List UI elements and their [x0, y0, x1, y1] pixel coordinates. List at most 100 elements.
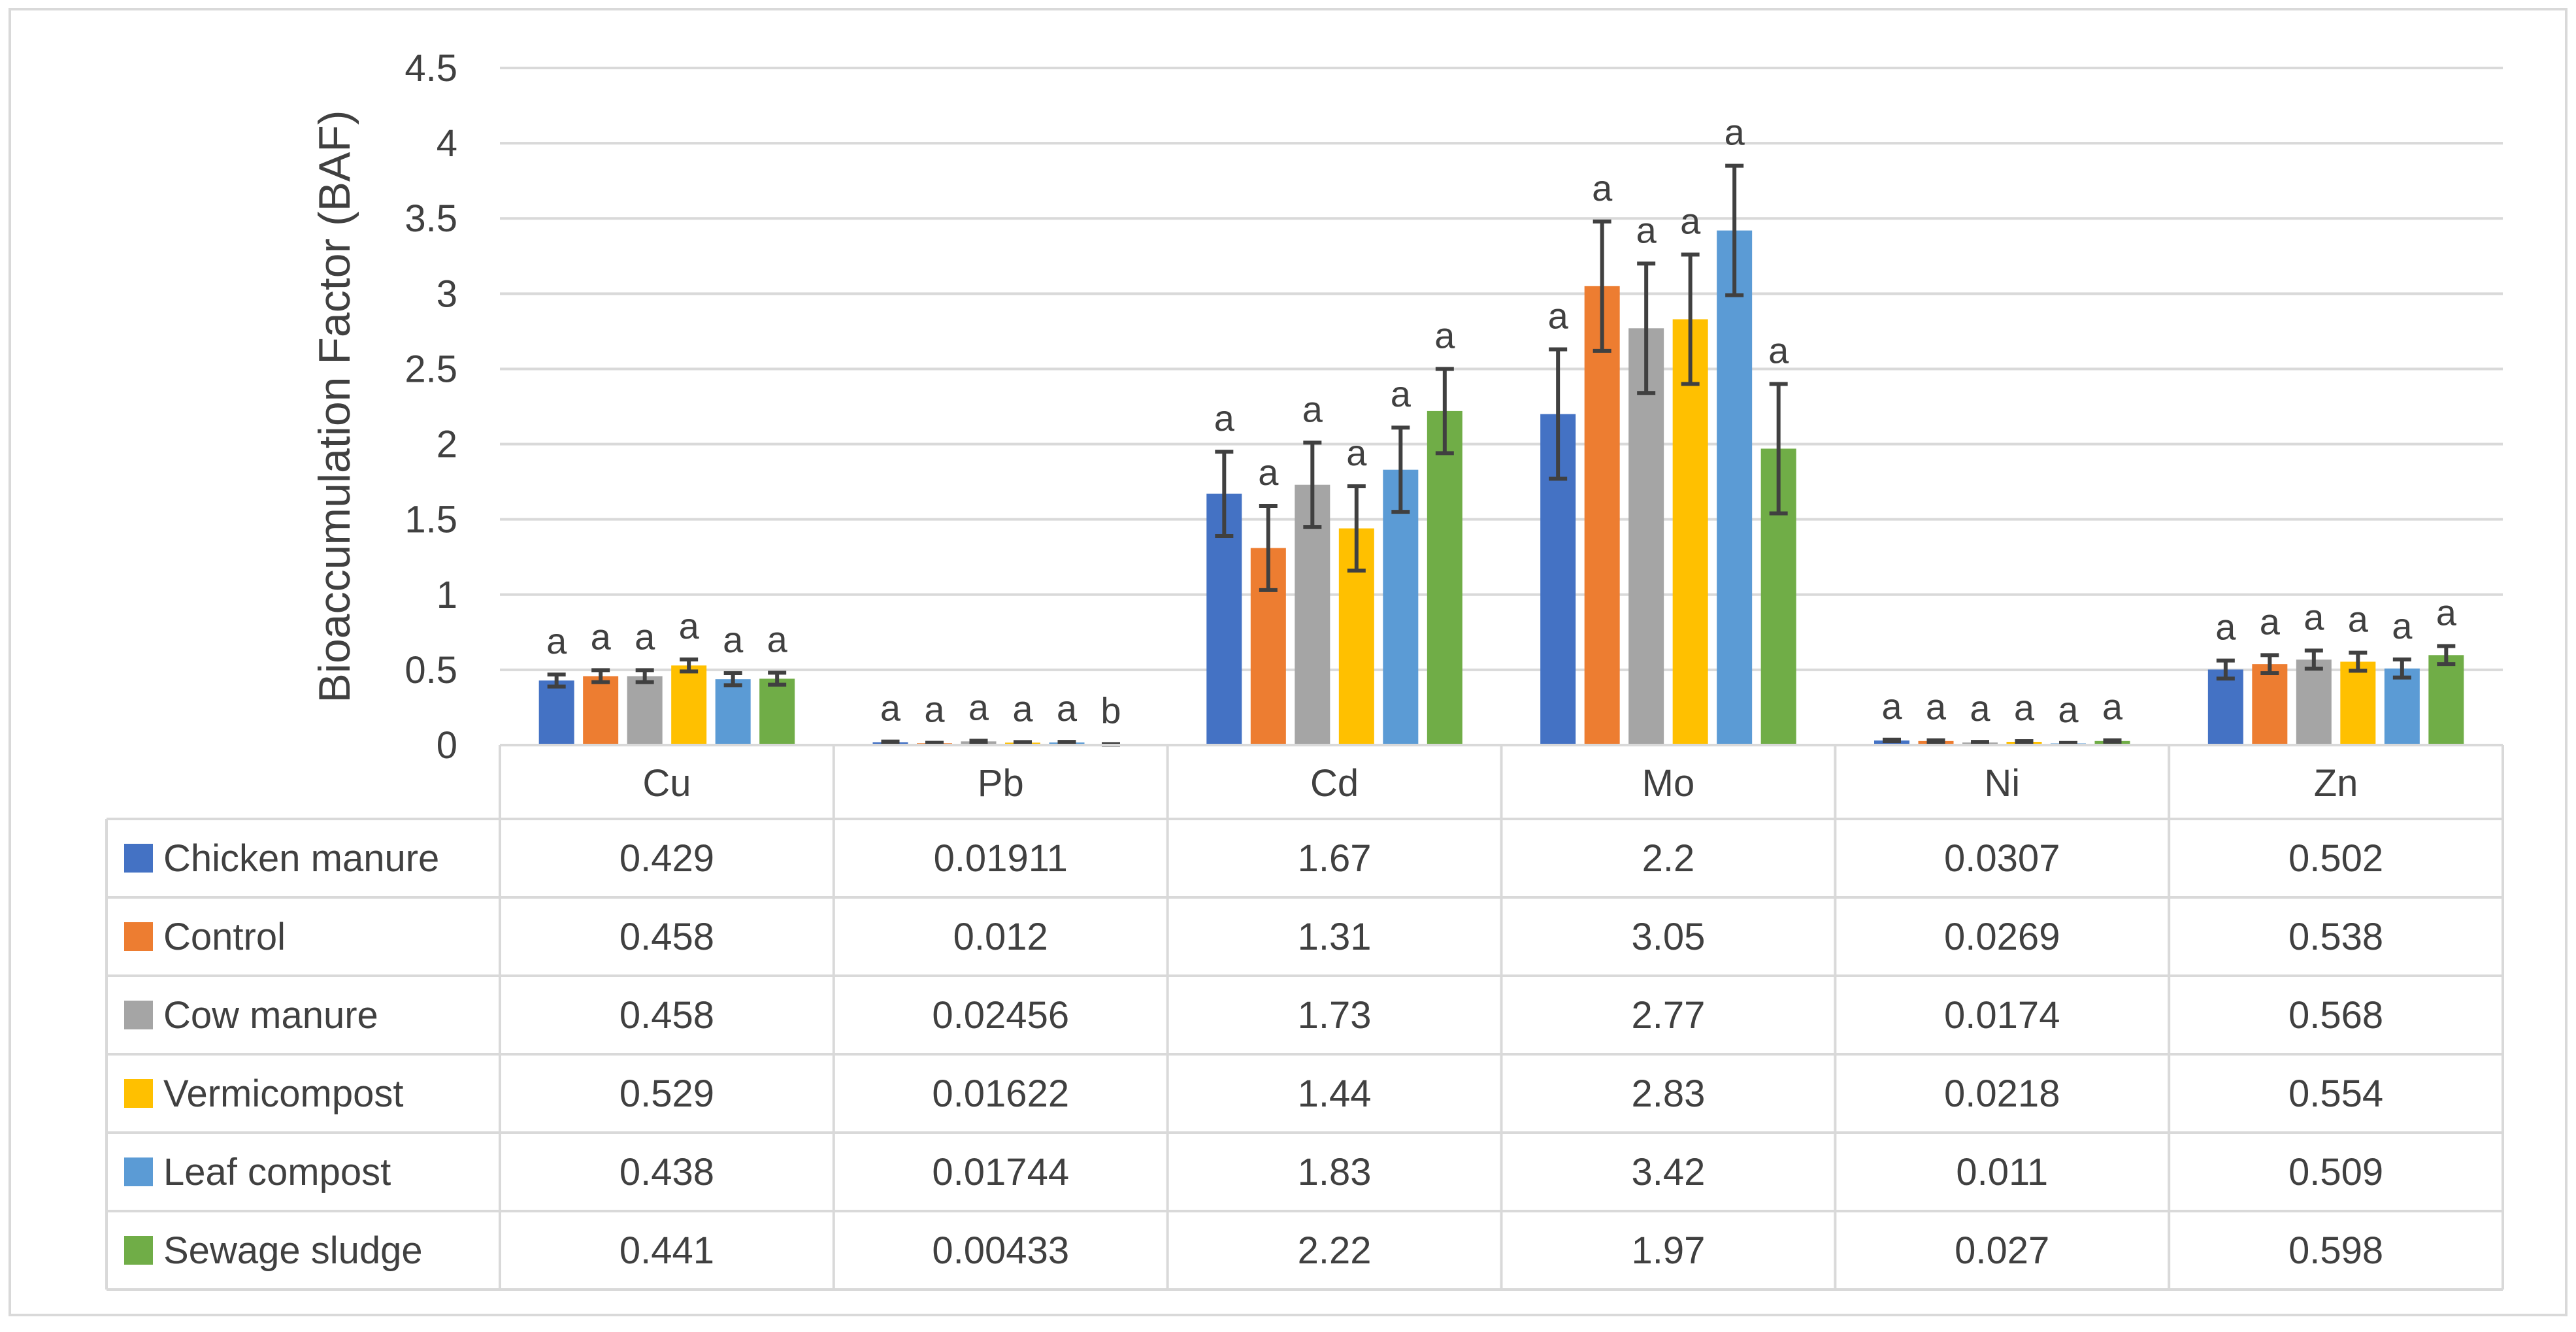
bar	[671, 665, 707, 745]
significance-letter: a	[2348, 599, 2369, 640]
table-cell-value: 0.02456	[932, 994, 1069, 1037]
significance-letter: a	[1680, 200, 1701, 241]
significance-letter: a	[591, 616, 612, 657]
table-cell-value: 0.027	[1955, 1229, 2049, 1272]
significance-letter: a	[2304, 596, 2324, 637]
y-tick-label: 1	[437, 574, 457, 616]
significance-letter: b	[1100, 690, 1121, 731]
significance-letter: a	[1881, 686, 1902, 727]
bar	[627, 676, 663, 745]
y-tick-label: 0.5	[405, 649, 457, 691]
table-cell-value: 1.83	[1298, 1151, 1372, 1193]
y-axis: 0 0.5 1 1.5 2 2.5 3 3.5 4 4.5 Bioaccumulation Fact…	[310, 47, 457, 767]
table-cell-value: 0.011	[1956, 1151, 2048, 1193]
table-cell-value: 0.01622	[932, 1073, 1069, 1115]
significance-letter: a	[968, 686, 989, 727]
y-tick-label: 4.5	[405, 47, 457, 90]
table-cell-value: 0.568	[2288, 994, 2383, 1037]
table-cell-value: 0.554	[2288, 1073, 2383, 1115]
table-cell-value: 2.83	[1631, 1073, 1705, 1115]
table-cell-value: 0.0218	[1944, 1073, 2060, 1115]
x-tick-label: Mo	[1642, 762, 1695, 805]
legend-swatch	[124, 1001, 153, 1029]
x-tick-label: Cd	[1310, 762, 1359, 805]
significance-letter: a	[1214, 397, 1235, 439]
chart-frame	[8, 8, 2568, 1316]
table-cell-value: 0.00433	[932, 1229, 1069, 1272]
table-cell-value: 0.441	[619, 1229, 714, 1272]
legend-swatch	[124, 1236, 153, 1265]
significance-letter: a	[924, 689, 945, 730]
table-cell-value: 1.31	[1298, 916, 1372, 958]
bar	[1427, 410, 1462, 745]
bar	[2428, 655, 2464, 745]
significance-letter: a	[1636, 209, 1657, 250]
bar	[1672, 319, 1708, 746]
significance-letter: a	[1592, 167, 1613, 208]
legend-swatch	[124, 922, 153, 951]
bar	[583, 676, 619, 745]
significance-letter: a	[2436, 592, 2457, 633]
significance-letter: a	[1302, 388, 1323, 429]
legend-label: Leaf compost	[163, 1151, 391, 1193]
legend-swatch	[124, 1079, 153, 1108]
significance-letter: a	[1012, 688, 1033, 729]
table-cell-value: 0.0174	[1944, 994, 2060, 1037]
table-cell-value: 0.509	[2288, 1151, 2383, 1193]
x-tick-label: Zn	[2314, 762, 2358, 805]
table-cell-value: 0.538	[2288, 916, 2383, 958]
table-cell-value: 1.97	[1631, 1229, 1705, 1272]
x-tick-label: Pb	[978, 762, 1024, 805]
significance-letter: a	[723, 619, 744, 660]
table-cell-value: 0.429	[619, 837, 714, 880]
y-tick-label: 1.5	[405, 499, 457, 541]
bar	[2296, 659, 2332, 745]
significance-letter: a	[2392, 605, 2413, 646]
legend-swatch	[124, 844, 153, 873]
significance-letter: a	[1926, 686, 1947, 727]
significance-letter: a	[880, 688, 901, 729]
table-cell-value: 3.42	[1631, 1151, 1705, 1193]
y-tick-label: 2.5	[405, 348, 457, 390]
significance-letter: a	[635, 616, 655, 657]
bar	[1628, 328, 1664, 746]
table-cell-value: 2.77	[1631, 994, 1705, 1037]
significance-letter: a	[1725, 112, 1745, 153]
significance-letter: a	[2102, 686, 2123, 727]
table-cell-value: 2.22	[1298, 1229, 1372, 1272]
significance-letter: a	[1258, 452, 1279, 493]
significance-letter: a	[1057, 688, 1078, 729]
y-tick-label: 2	[437, 424, 457, 466]
bar	[2340, 661, 2376, 745]
table-cell-value: 0.01744	[932, 1151, 1069, 1193]
significance-letter: a	[1346, 432, 1367, 473]
x-tick-label: Ni	[1984, 762, 2020, 805]
table-cell-value: 0.458	[619, 916, 714, 958]
table-cell-value: 1.73	[1298, 994, 1372, 1037]
table-cell-value: 0.01911	[934, 837, 1068, 880]
table-cell-value: 0.0269	[1944, 916, 2060, 958]
y-tick-label: 3.5	[405, 197, 457, 240]
bar	[715, 679, 751, 745]
significance-letter: a	[767, 618, 788, 659]
gridlines	[500, 67, 2503, 746]
table-cell-value: 1.67	[1298, 837, 1372, 880]
significance-letter: a	[1548, 295, 1569, 337]
bar	[1383, 469, 1419, 745]
table-cell-value: 0.438	[619, 1151, 714, 1193]
table-cell-value: 0.458	[619, 994, 714, 1037]
y-tick-label: 0	[437, 724, 457, 767]
significance-letter: a	[2058, 689, 2079, 730]
table-cell-value: 0.012	[953, 916, 1048, 958]
bar	[538, 680, 574, 745]
bar	[2252, 664, 2288, 745]
legend-label: Control	[163, 916, 286, 958]
table-cell-value: 0.502	[2288, 837, 2383, 880]
table-cell-value: 3.05	[1631, 916, 1705, 958]
bar	[759, 678, 795, 745]
legend-swatch	[124, 1157, 153, 1186]
y-tick-label: 4	[437, 122, 457, 165]
